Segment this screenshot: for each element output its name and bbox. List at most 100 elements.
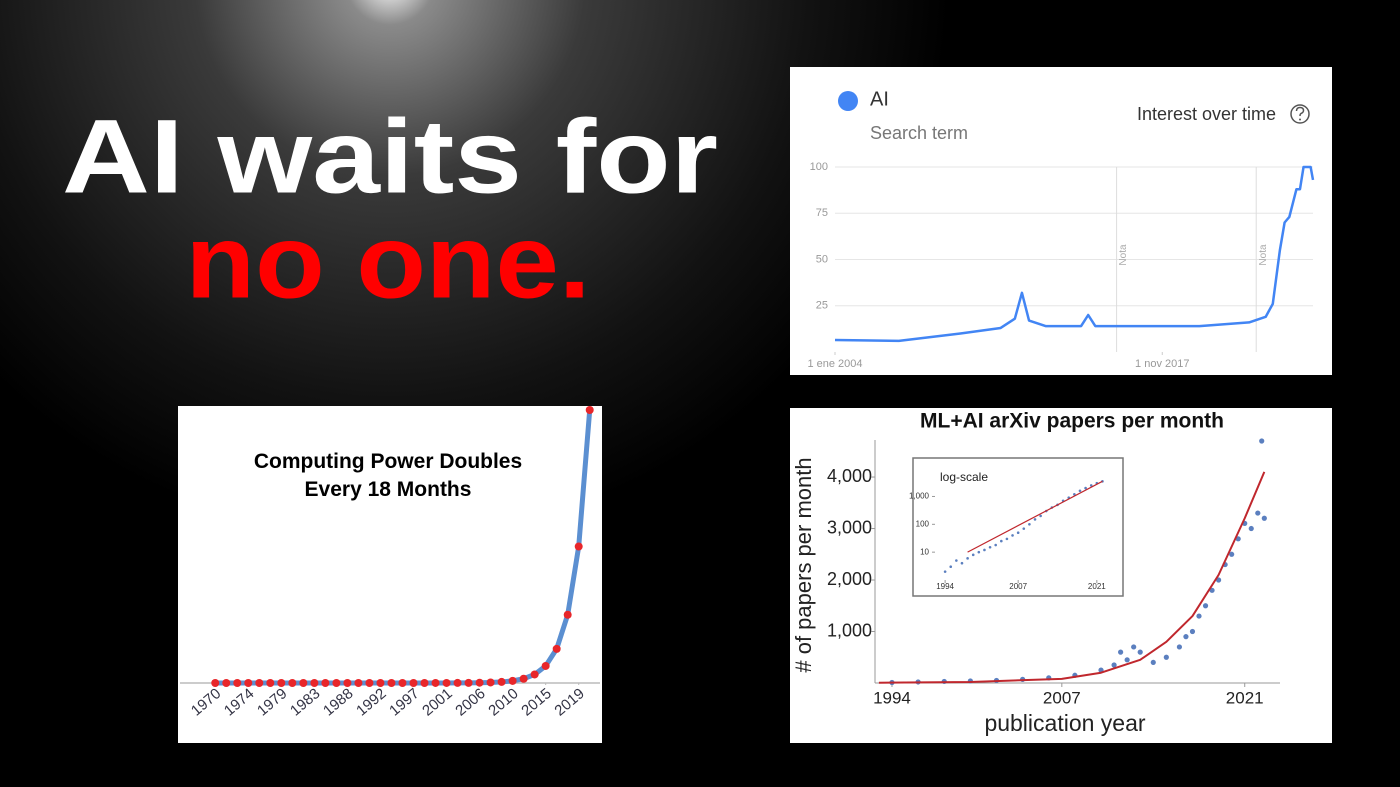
- data-point: [1022, 527, 1026, 530]
- data-point: [1033, 518, 1037, 521]
- data-point: [977, 550, 981, 554]
- data-point: [398, 678, 407, 687]
- y-tick-label: 100: [916, 519, 930, 528]
- x-axis-label: publication year: [984, 710, 1145, 736]
- annotation-label: Nota: [1118, 244, 1129, 266]
- y-tick-label: 3,000: [827, 517, 872, 537]
- data-point: [943, 570, 947, 573]
- data-point: [994, 543, 997, 547]
- help-icon[interactable]: [1290, 104, 1310, 124]
- data-point: [1028, 523, 1031, 526]
- chart-title: ML+AI arXiv papers per month: [920, 410, 1224, 433]
- help-glyph[interactable]: [1295, 106, 1305, 117]
- headline-line1: AI waits for: [62, 99, 718, 216]
- help-circle[interactable]: [1290, 104, 1310, 124]
- data-point: [233, 679, 242, 687]
- x-tick-label: 1 ene 2004: [807, 358, 862, 370]
- data-point: [288, 679, 297, 687]
- data-point: [365, 678, 374, 687]
- help-dot[interactable]: [1299, 118, 1301, 121]
- data-point: [343, 678, 352, 687]
- data-point: [971, 553, 975, 557]
- x-tick-label: 2007: [1043, 688, 1081, 707]
- data-point: [475, 678, 484, 687]
- data-point: [955, 559, 958, 562]
- data-point: [574, 542, 583, 551]
- data-point: [332, 678, 341, 687]
- y-tick-label: 4,000: [827, 466, 872, 486]
- data-point: [1229, 551, 1235, 557]
- x-tick-label: 2007: [1009, 582, 1027, 591]
- inset-frame: [912, 457, 1124, 597]
- data-point: [1176, 644, 1183, 650]
- x-tick-label: 2021: [1088, 582, 1106, 591]
- data-point: [1248, 525, 1254, 532]
- data-point: [1073, 492, 1076, 496]
- x-tick-label: 1994: [936, 582, 954, 591]
- data-point: [1131, 644, 1137, 650]
- data-point: [1255, 510, 1261, 516]
- data-point: [949, 565, 953, 569]
- data-point: [299, 679, 308, 687]
- legend-label: AI: [870, 88, 889, 110]
- data-point: [453, 678, 462, 687]
- data-point: [1011, 534, 1014, 537]
- y-tick-label: 10: [920, 547, 929, 556]
- data-point: [1137, 649, 1143, 655]
- x-tick-label: 1994: [873, 688, 911, 707]
- data-point: [442, 678, 451, 687]
- data-point: [1016, 531, 1020, 534]
- data-point: [1118, 649, 1124, 655]
- inset-title: log-scale: [940, 470, 988, 484]
- x-tick-label: 2021: [1226, 688, 1264, 707]
- y-tick-label: 100: [810, 161, 828, 173]
- data-point: [376, 678, 385, 687]
- data-point: [387, 678, 396, 687]
- annotation-label: Nota: [1258, 244, 1269, 266]
- data-line: [878, 471, 1266, 684]
- legend-subtitle: Search term: [870, 123, 968, 143]
- data-point: [541, 661, 550, 670]
- y-tick-label: 25: [816, 300, 828, 312]
- data-point: [255, 679, 264, 687]
- x-tick-label: 1 nov 2017: [1135, 358, 1189, 370]
- y-tick-label: 75: [816, 207, 828, 219]
- data-point: [1005, 537, 1009, 541]
- headline-line2: no one.: [186, 204, 591, 321]
- data-point: [983, 548, 986, 552]
- data-point: [420, 678, 429, 687]
- data-point: [409, 678, 418, 687]
- y-tick-label: 1,000: [909, 492, 930, 501]
- data-point: [1183, 634, 1189, 640]
- data-point: [1084, 486, 1087, 490]
- y-tick-label: 2,000: [827, 569, 872, 589]
- data-point: [486, 678, 495, 687]
- y-axis-label: # of papers per month: [791, 457, 816, 672]
- chart-title: Interest over time: [1137, 104, 1276, 124]
- data-point: [1078, 489, 1082, 493]
- data-point: [563, 610, 572, 619]
- data-point: [497, 677, 506, 686]
- data-point: [244, 679, 253, 687]
- data-point: [1196, 613, 1202, 619]
- data-point: [1150, 659, 1156, 666]
- data-point: [519, 674, 528, 683]
- data-point: [530, 670, 539, 679]
- data-point: [211, 679, 220, 687]
- data-point: [1189, 628, 1196, 635]
- data-point: [321, 679, 330, 687]
- data-point: [354, 678, 363, 687]
- data-point: [988, 545, 992, 549]
- data-point: [1000, 539, 1003, 543]
- data-point: [222, 679, 231, 687]
- data-line: [834, 165, 1315, 343]
- y-tick-label: 1,000: [827, 620, 872, 640]
- y-tick-label: 50: [816, 253, 828, 265]
- data-point: [966, 557, 969, 560]
- chart-title: Computing Power Doubles Every 18 Months: [253, 450, 523, 501]
- data-line: [967, 480, 1103, 553]
- data-point: [1202, 603, 1209, 609]
- data-point: [1039, 514, 1042, 518]
- data-point: [1261, 515, 1267, 521]
